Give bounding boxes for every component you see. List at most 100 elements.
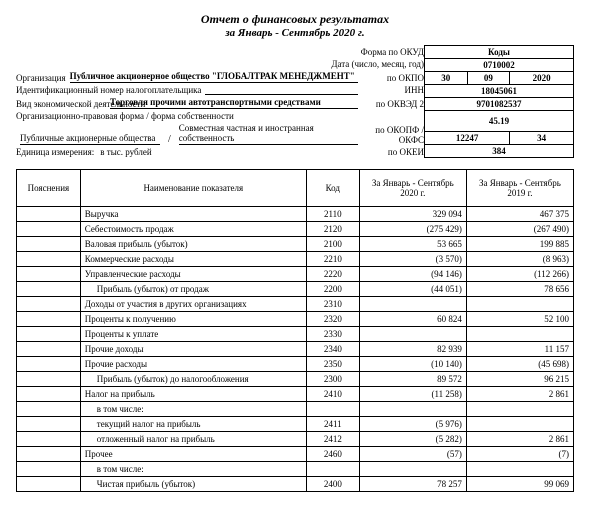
cell-code: 2200: [306, 282, 359, 297]
table-row: Налог на прибыль2410(11 258)2 861: [17, 387, 574, 402]
cell-current: 60 824: [359, 312, 466, 327]
cell-indicator: в том числе:: [80, 402, 306, 417]
cell-prev: [466, 462, 573, 477]
cell-explanation: [17, 267, 81, 282]
table-row: Прибыль (убыток) от продаж2200(44 051)78…: [17, 282, 574, 297]
okpo-code: 18045061: [425, 85, 574, 98]
header-block: Форма по ОКУД Дата (число, месяц, год) О…: [16, 45, 574, 159]
cell-code: 2320: [306, 312, 359, 327]
cell-explanation: [17, 402, 81, 417]
okopf-label: по ОКОПФ / ОКФС: [362, 125, 424, 145]
cell-prev: 52 100: [466, 312, 573, 327]
cell-prev: [466, 327, 573, 342]
okved-code: 45.19: [425, 111, 574, 132]
okud-code: 0710002: [425, 59, 574, 72]
cell-indicator: Прибыль (убыток) от продаж: [80, 282, 306, 297]
cell-prev: 78 656: [466, 282, 573, 297]
table-row: Чистая прибыль (убыток)240078 25799 069: [17, 477, 574, 492]
cell-code: 2460: [306, 447, 359, 462]
okpo-label: по ОКПО: [362, 73, 424, 83]
cell-current: [359, 462, 466, 477]
cell-indicator: текущий налог на прибыль: [80, 417, 306, 432]
cell-prev: 11 157: [466, 342, 573, 357]
date-month: 09: [467, 72, 510, 85]
table-row: Прибыль (убыток) до налогообложения23008…: [17, 372, 574, 387]
table-row: Валовая прибыль (убыток)210053 665199 88…: [17, 237, 574, 252]
codes-table: Коды 0710002 30 09 2020 18045061 9701082…: [424, 45, 574, 158]
cell-prev: (45 698): [466, 357, 573, 372]
date-label: Дата (число, месяц, год): [331, 59, 424, 69]
cell-prev: [466, 402, 573, 417]
table-row: Выручка2110329 094467 375: [17, 207, 574, 222]
legal-left: Публичные акционерные общества: [20, 133, 160, 145]
cell-current: (44 051): [359, 282, 466, 297]
cell-explanation: [17, 432, 81, 447]
cell-explanation: [17, 207, 81, 222]
table-row: текущий налог на прибыль2411(5 976): [17, 417, 574, 432]
form-okud-label: Форма по ОКУД: [361, 47, 424, 57]
okved-label: по ОКВЭД 2: [362, 99, 424, 109]
col-code: Код: [306, 170, 359, 207]
activity-value: Торговля прочими автотранспортными средс…: [110, 97, 358, 109]
cell-code: 2400: [306, 477, 359, 492]
inn-label: Идентификационный номер налогоплательщик…: [16, 85, 201, 95]
cell-code: 2330: [306, 327, 359, 342]
cell-code: 2410: [306, 387, 359, 402]
cell-code: 2350: [306, 357, 359, 372]
cell-current: (275 429): [359, 222, 466, 237]
cell-explanation: [17, 477, 81, 492]
cell-code: 2300: [306, 372, 359, 387]
cell-code: 2411: [306, 417, 359, 432]
table-row: Себестоимость продаж2120(275 429)(267 49…: [17, 222, 574, 237]
cell-explanation: [17, 252, 81, 267]
cell-indicator: Чистая прибыль (убыток): [80, 477, 306, 492]
cell-current: (10 140): [359, 357, 466, 372]
cell-indicator: Прибыль (убыток) до налогообложения: [80, 372, 306, 387]
table-row: Проценты к уплате2330: [17, 327, 574, 342]
inn-rlabel: ИНН: [362, 85, 424, 95]
cell-explanation: [17, 327, 81, 342]
unit-label: Единица измерения:: [16, 147, 94, 157]
table-row: в том числе:: [17, 402, 574, 417]
cell-current: [359, 327, 466, 342]
cell-indicator: Доходы от участия в других организациях: [80, 297, 306, 312]
cell-current: 78 257: [359, 477, 466, 492]
cell-prev: [466, 417, 573, 432]
cell-current: (94 146): [359, 267, 466, 282]
cell-current: 89 572: [359, 372, 466, 387]
cell-prev: 467 375: [466, 207, 573, 222]
table-row: Коммерческие расходы2210(3 570)(8 963): [17, 252, 574, 267]
cell-indicator: в том числе:: [80, 462, 306, 477]
inn-code: 9701082537: [425, 98, 574, 111]
unit-value: в тыс. рублей: [100, 147, 151, 157]
cell-indicator: Коммерческие расходы: [80, 252, 306, 267]
cell-explanation: [17, 222, 81, 237]
cell-current: (5 976): [359, 417, 466, 432]
cell-explanation: [17, 387, 81, 402]
cell-prev: 96 215: [466, 372, 573, 387]
cell-prev: 2 861: [466, 387, 573, 402]
cell-current: 53 665: [359, 237, 466, 252]
cell-prev: (267 490): [466, 222, 573, 237]
cell-indicator: Управленческие расходы: [80, 267, 306, 282]
cell-explanation: [17, 297, 81, 312]
cell-indicator: Валовая прибыль (убыток): [80, 237, 306, 252]
cell-code: 2412: [306, 432, 359, 447]
cell-indicator: Себестоимость продаж: [80, 222, 306, 237]
cell-code: [306, 462, 359, 477]
cell-current: [359, 297, 466, 312]
cell-indicator: Прочие доходы: [80, 342, 306, 357]
cell-explanation: [17, 342, 81, 357]
cell-explanation: [17, 282, 81, 297]
table-row: Прочие расходы2350(10 140)(45 698): [17, 357, 574, 372]
cell-explanation: [17, 237, 81, 252]
cell-prev: 199 885: [466, 237, 573, 252]
cell-code: 2220: [306, 267, 359, 282]
cell-explanation: [17, 447, 81, 462]
cell-indicator: Прочие расходы: [80, 357, 306, 372]
legal-label: Организационно-правовая форма / форма со…: [16, 111, 234, 121]
cell-current: (11 258): [359, 387, 466, 402]
cell-indicator: отложенный налог на прибыль: [80, 432, 306, 447]
table-row: Проценты к получению232060 82452 100: [17, 312, 574, 327]
cell-current: (5 282): [359, 432, 466, 447]
